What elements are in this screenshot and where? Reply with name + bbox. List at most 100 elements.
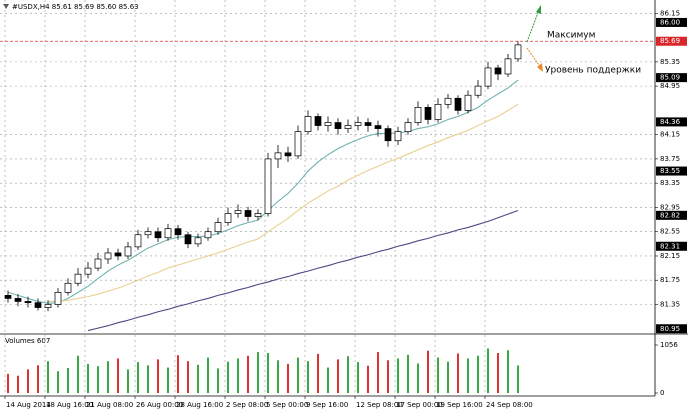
y-tick-label: 83.35	[660, 179, 680, 187]
volume-bar	[497, 353, 499, 393]
x-tick-label: 19 Sep 16:00	[436, 401, 483, 409]
y-tick-label: 82.55	[660, 228, 680, 236]
arrow-up	[526, 9, 540, 43]
volume-bar	[7, 373, 9, 393]
volume-bar	[347, 356, 349, 393]
annotation: Максимум	[547, 31, 595, 41]
candle-body	[514, 44, 522, 60]
candle-body	[264, 158, 272, 214]
current-price-box	[656, 36, 687, 46]
y-tick-label: 84.95	[660, 82, 680, 90]
volume-bar	[237, 358, 239, 393]
candle-body	[234, 210, 242, 214]
level-box	[656, 166, 687, 176]
y-tick-label: 81.35	[660, 300, 680, 308]
candle-body	[134, 234, 142, 248]
volume-bar	[507, 350, 509, 393]
y-tick-label: 82.15	[660, 252, 680, 260]
volume-bar	[327, 367, 329, 393]
volume-bar	[207, 357, 209, 393]
volume-bar	[107, 361, 109, 393]
volume-bar	[147, 365, 149, 393]
volume-bar	[267, 353, 269, 393]
level-label: 84.36	[660, 118, 681, 126]
x-tick-label: 5 Sep 00:00	[266, 401, 308, 409]
candle-body	[364, 122, 372, 126]
level-label: 80.95	[660, 325, 680, 333]
volume-bar	[37, 365, 39, 393]
level-label: 85.09	[660, 74, 680, 82]
volume-bar	[157, 359, 159, 393]
candle-body	[504, 58, 512, 75]
candle-body	[154, 231, 162, 239]
arrow-up-head	[536, 5, 541, 14]
candle-body	[164, 228, 172, 239]
candle-body	[124, 246, 132, 257]
volume-bar	[297, 357, 299, 393]
volume-bar	[227, 361, 229, 393]
candle-body	[404, 122, 412, 132]
volume-bar	[257, 352, 259, 393]
candle-body	[84, 267, 92, 275]
volume-bar	[367, 365, 369, 393]
candle-body	[214, 222, 222, 233]
candle-body	[184, 234, 192, 245]
symbol-icon	[3, 4, 9, 9]
candle-body	[354, 122, 362, 126]
candle-body	[94, 258, 102, 269]
x-tick-label: 9 Sep 16:00	[306, 401, 348, 409]
volume-bar	[307, 361, 309, 393]
candle-body	[324, 122, 332, 126]
volume-bar	[47, 361, 49, 393]
candle-body	[334, 122, 342, 129]
current-price-label: 85.69	[660, 37, 680, 45]
candle-body	[4, 295, 12, 299]
volume-bar	[387, 360, 389, 393]
volume-bar	[197, 364, 199, 393]
candle-body	[114, 252, 122, 257]
x-tick-label: 24 Sep 08:00	[486, 401, 533, 409]
candle-body	[224, 213, 232, 223]
volume-bar	[57, 371, 59, 393]
volume-bar	[397, 358, 399, 393]
candle-body	[494, 67, 502, 75]
volume-bar	[117, 358, 119, 393]
candle-body	[194, 237, 202, 245]
volume-bar	[217, 368, 219, 393]
volume-bar	[87, 363, 89, 393]
x-tick-label: 17 Sep 00:00	[396, 401, 443, 409]
x-tick-label: 21 Aug 08:00	[86, 401, 133, 409]
volume-bar	[127, 369, 129, 393]
candle-body	[54, 292, 62, 305]
x-tick-label: 14 Aug 2014	[6, 401, 51, 409]
volume-bar	[137, 362, 139, 393]
candle-body	[74, 273, 82, 284]
volume-bar	[357, 362, 359, 393]
candle-body	[424, 107, 432, 120]
moving-average	[7, 79, 519, 304]
volume-bar	[177, 355, 179, 393]
candle-body	[454, 97, 462, 111]
volume-bar	[247, 355, 249, 393]
candle-body	[274, 152, 282, 160]
x-tick-label: 28 Aug 16:00	[176, 401, 223, 409]
level-box	[656, 210, 687, 220]
volume-bar	[67, 368, 69, 393]
candle-body	[44, 304, 52, 308]
volume-bar	[377, 352, 379, 393]
volume-bar	[477, 355, 479, 393]
annotation: Уровень поддержки	[545, 66, 641, 76]
candle-body	[204, 231, 212, 239]
candle-body	[474, 85, 482, 96]
volume-label: Volumes 607	[5, 337, 50, 345]
candle-body	[464, 94, 472, 111]
level-label: 83.55	[660, 167, 680, 175]
volume-bar	[517, 365, 519, 393]
volume-bar	[427, 350, 429, 393]
candle-body	[344, 125, 352, 129]
volume-bar	[457, 353, 459, 393]
x-tick-label: 12 Sep 08:00	[356, 401, 403, 409]
